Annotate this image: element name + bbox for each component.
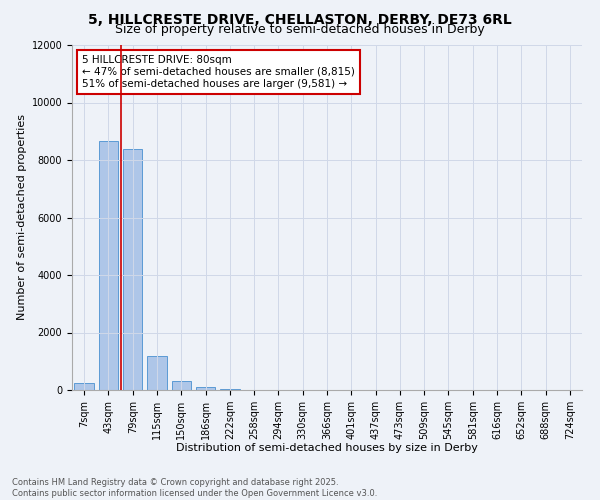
X-axis label: Distribution of semi-detached houses by size in Derby: Distribution of semi-detached houses by …	[176, 444, 478, 454]
Bar	[74, 384, 94, 390]
Text: 5 HILLCRESTE DRIVE: 80sqm
← 47% of semi-detached houses are smaller (8,815)
51% : 5 HILLCRESTE DRIVE: 80sqm ← 47% of semi-…	[82, 56, 355, 88]
Y-axis label: Number of semi-detached properties: Number of semi-detached properties	[17, 114, 28, 320]
Text: Size of property relative to semi-detached houses in Derby: Size of property relative to semi-detach…	[115, 22, 485, 36]
Bar	[123, 149, 142, 390]
Bar	[196, 386, 215, 390]
Bar	[147, 356, 167, 390]
Text: 5, HILLCRESTE DRIVE, CHELLASTON, DERBY, DE73 6RL: 5, HILLCRESTE DRIVE, CHELLASTON, DERBY, …	[88, 12, 512, 26]
Bar	[172, 381, 191, 390]
Bar	[220, 388, 239, 390]
Bar	[99, 142, 118, 390]
Text: Contains HM Land Registry data © Crown copyright and database right 2025.
Contai: Contains HM Land Registry data © Crown c…	[12, 478, 377, 498]
